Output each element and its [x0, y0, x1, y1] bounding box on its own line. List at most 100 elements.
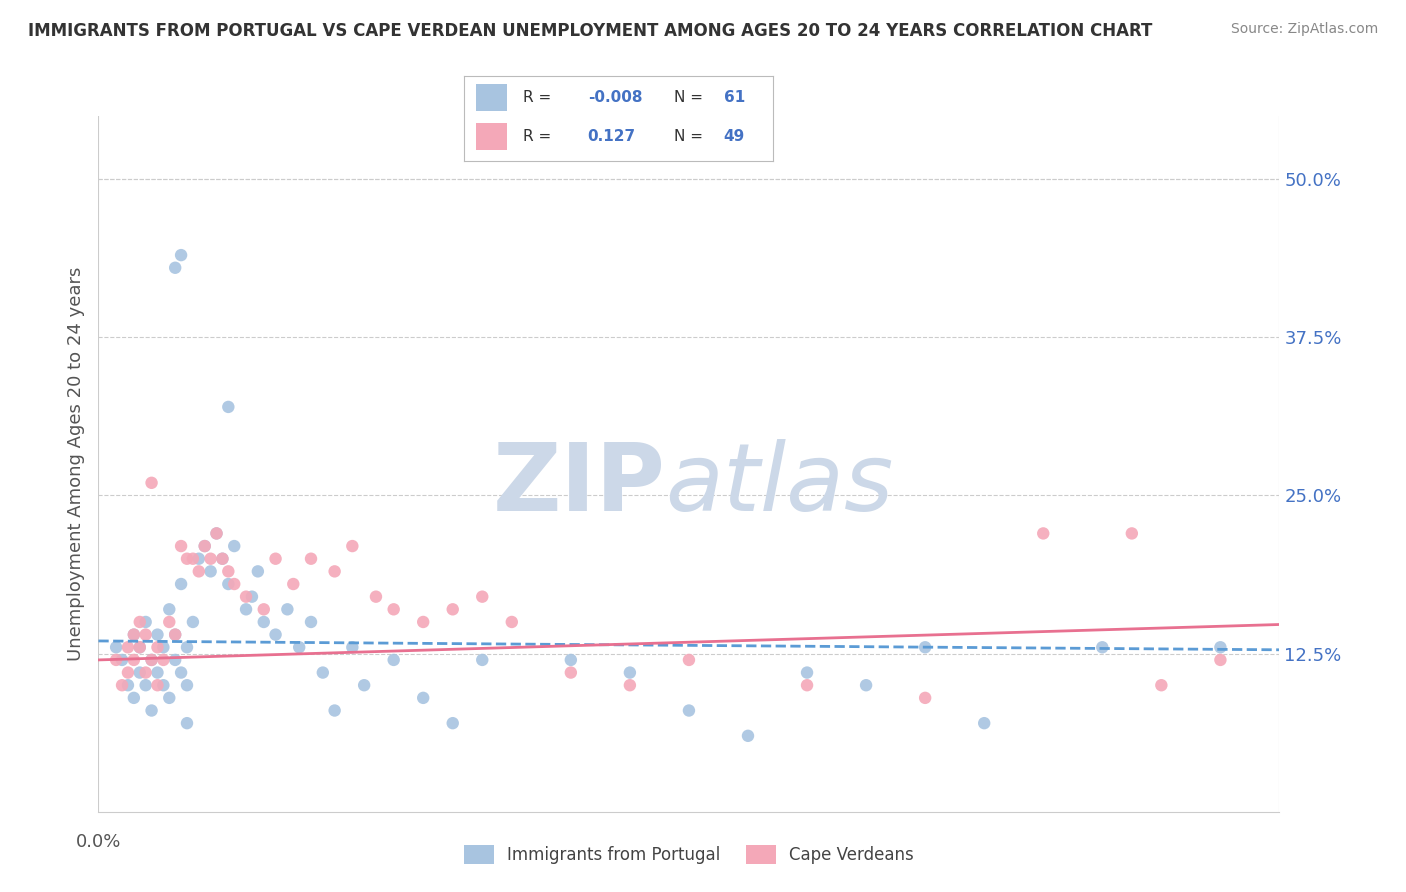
- Point: [217, 400, 239, 414]
- Point: [501, 615, 523, 629]
- Point: [146, 627, 169, 641]
- Point: [165, 627, 187, 641]
- Point: [176, 716, 198, 731]
- Point: [152, 640, 174, 655]
- Point: [141, 475, 163, 490]
- Point: [170, 665, 193, 680]
- Point: [382, 602, 405, 616]
- Point: [217, 577, 239, 591]
- Point: [1209, 640, 1232, 655]
- Point: [1121, 526, 1143, 541]
- Point: [299, 551, 322, 566]
- Point: [323, 704, 346, 718]
- Point: [211, 551, 233, 566]
- Legend: Immigrants from Portugal, Cape Verdeans: Immigrants from Portugal, Cape Verdeans: [457, 838, 921, 871]
- Point: [560, 653, 582, 667]
- Point: [246, 565, 269, 579]
- Text: 0.127: 0.127: [588, 129, 636, 145]
- Point: [157, 690, 180, 705]
- Text: atlas: atlas: [665, 439, 894, 530]
- Point: [157, 602, 180, 616]
- Point: [264, 551, 287, 566]
- Point: [312, 665, 335, 680]
- Point: [855, 678, 877, 692]
- Point: [194, 539, 217, 553]
- Point: [217, 565, 239, 579]
- Point: [619, 665, 641, 680]
- Point: [176, 640, 198, 655]
- Point: [796, 678, 818, 692]
- Point: [122, 627, 145, 641]
- Point: [382, 653, 405, 667]
- Text: N =: N =: [675, 90, 703, 105]
- Point: [353, 678, 375, 692]
- Point: [122, 653, 145, 667]
- Point: [253, 615, 276, 629]
- Point: [187, 551, 209, 566]
- Point: [471, 653, 494, 667]
- Point: [181, 615, 204, 629]
- Point: [342, 539, 364, 553]
- Point: [412, 615, 434, 629]
- Point: [471, 590, 494, 604]
- Point: [194, 539, 217, 553]
- Text: Source: ZipAtlas.com: Source: ZipAtlas.com: [1230, 22, 1378, 37]
- Point: [165, 260, 187, 275]
- Point: [170, 539, 193, 553]
- Point: [157, 615, 180, 629]
- Point: [105, 640, 128, 655]
- Point: [128, 615, 150, 629]
- Point: [235, 602, 257, 616]
- Point: [441, 602, 464, 616]
- Point: [128, 665, 150, 680]
- Point: [283, 577, 305, 591]
- Point: [117, 640, 139, 655]
- Point: [141, 653, 163, 667]
- Point: [165, 653, 187, 667]
- Text: ZIP: ZIP: [492, 439, 665, 531]
- Point: [264, 627, 287, 641]
- Point: [200, 551, 222, 566]
- Text: R =: R =: [523, 129, 551, 145]
- Point: [117, 665, 139, 680]
- Point: [152, 678, 174, 692]
- Point: [323, 565, 346, 579]
- Point: [128, 640, 150, 655]
- Point: [146, 640, 169, 655]
- Point: [914, 690, 936, 705]
- Point: [135, 627, 157, 641]
- Point: [176, 678, 198, 692]
- Point: [560, 665, 582, 680]
- Point: [235, 590, 257, 604]
- Point: [276, 602, 298, 616]
- Point: [111, 653, 134, 667]
- Y-axis label: Unemployment Among Ages 20 to 24 years: Unemployment Among Ages 20 to 24 years: [66, 267, 84, 661]
- Point: [224, 539, 246, 553]
- Point: [1091, 640, 1114, 655]
- Text: -0.008: -0.008: [588, 90, 643, 105]
- Point: [146, 678, 169, 692]
- Point: [441, 716, 464, 731]
- Bar: [477, 123, 508, 151]
- Point: [342, 640, 364, 655]
- Point: [619, 678, 641, 692]
- Point: [796, 665, 818, 680]
- Point: [170, 248, 193, 262]
- Point: [105, 653, 128, 667]
- Point: [152, 653, 174, 667]
- Point: [111, 678, 134, 692]
- Point: [170, 577, 193, 591]
- Point: [1150, 678, 1173, 692]
- Point: [187, 565, 209, 579]
- Point: [678, 704, 700, 718]
- Point: [128, 640, 150, 655]
- Text: 49: 49: [724, 129, 745, 145]
- Text: IMMIGRANTS FROM PORTUGAL VS CAPE VERDEAN UNEMPLOYMENT AMONG AGES 20 TO 24 YEARS : IMMIGRANTS FROM PORTUGAL VS CAPE VERDEAN…: [28, 22, 1153, 40]
- Text: 0.0%: 0.0%: [76, 832, 121, 851]
- Text: R =: R =: [523, 90, 551, 105]
- Point: [973, 716, 995, 731]
- Point: [412, 690, 434, 705]
- Point: [141, 704, 163, 718]
- Point: [224, 577, 246, 591]
- Point: [176, 551, 198, 566]
